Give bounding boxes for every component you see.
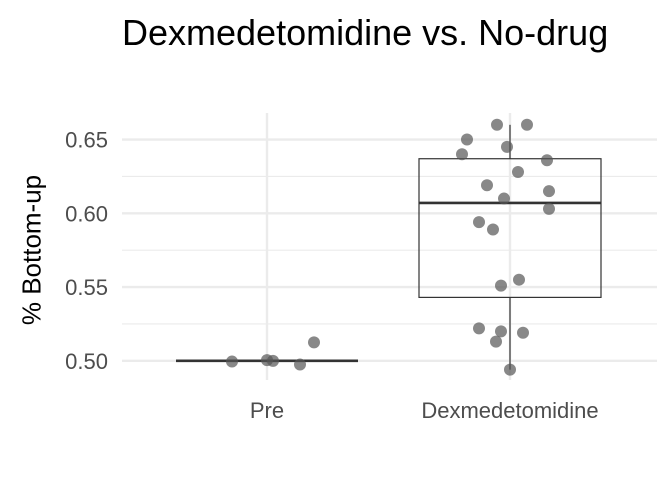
- data-point: [267, 354, 279, 367]
- y-tick-label: 0.65: [65, 128, 108, 153]
- data-point: [541, 154, 553, 167]
- data-point: [294, 358, 306, 371]
- chart-title: Dexmedetomidine vs. No-drug: [122, 12, 609, 53]
- box-dexmedetomidine: [418, 158, 602, 298]
- x-tick-label: Dexmedetomidine: [421, 398, 598, 423]
- data-point: [481, 179, 493, 192]
- data-point: [490, 335, 502, 348]
- data-point: [543, 185, 555, 198]
- data-point: [512, 166, 524, 179]
- data-point: [495, 325, 507, 338]
- y-tick-label: 0.50: [65, 349, 108, 374]
- data-point: [487, 223, 499, 236]
- data-point: [498, 192, 510, 205]
- data-point: [473, 322, 485, 335]
- data-point: [491, 118, 503, 131]
- data-point: [513, 273, 525, 286]
- x-tick-label: Pre: [250, 398, 284, 423]
- data-point: [517, 326, 529, 339]
- y-tick-label: 0.55: [65, 275, 108, 300]
- data-point: [521, 118, 533, 131]
- data-point: [308, 336, 320, 349]
- data-point: [543, 202, 555, 215]
- data-point: [456, 148, 468, 161]
- data-point: [501, 140, 513, 153]
- y-tick-label: 0.60: [65, 201, 108, 226]
- data-point: [461, 133, 473, 146]
- data-point: [226, 355, 238, 368]
- data-point: [473, 216, 485, 229]
- data-point: [504, 363, 516, 376]
- data-point: [495, 279, 507, 292]
